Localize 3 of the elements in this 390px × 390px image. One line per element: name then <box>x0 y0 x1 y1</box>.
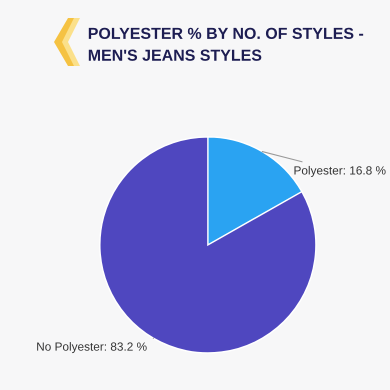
slice-label: Polyester: 16.8 % <box>294 166 386 177</box>
slice-label: No Polyester: 83.2 % <box>37 342 147 354</box>
chart-title: POLYESTER % BY NO. OF STYLES - MEN'S JEANS STYLES <box>88 28 364 61</box>
